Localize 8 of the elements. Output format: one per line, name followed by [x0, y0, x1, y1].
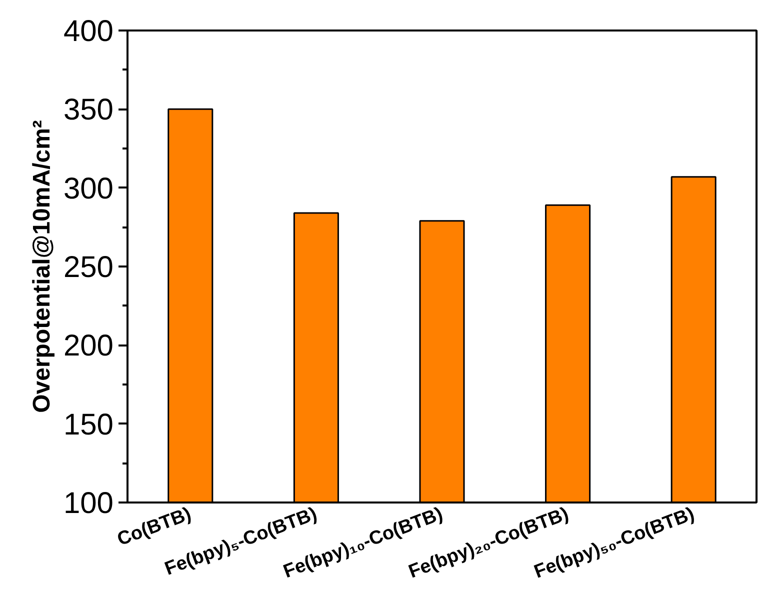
y-axis-title: Overpotential@10mA/cm²: [28, 120, 56, 413]
y-tick-label: 150: [63, 408, 114, 442]
y-tick-label: 300: [63, 172, 114, 206]
y-tick-label: 350: [63, 94, 114, 127]
y-tick-label: 100: [63, 487, 114, 520]
y-tick-label: 400: [63, 15, 114, 48]
y-tick-label: 250: [63, 251, 114, 284]
y-tick-label: 200: [63, 330, 114, 363]
